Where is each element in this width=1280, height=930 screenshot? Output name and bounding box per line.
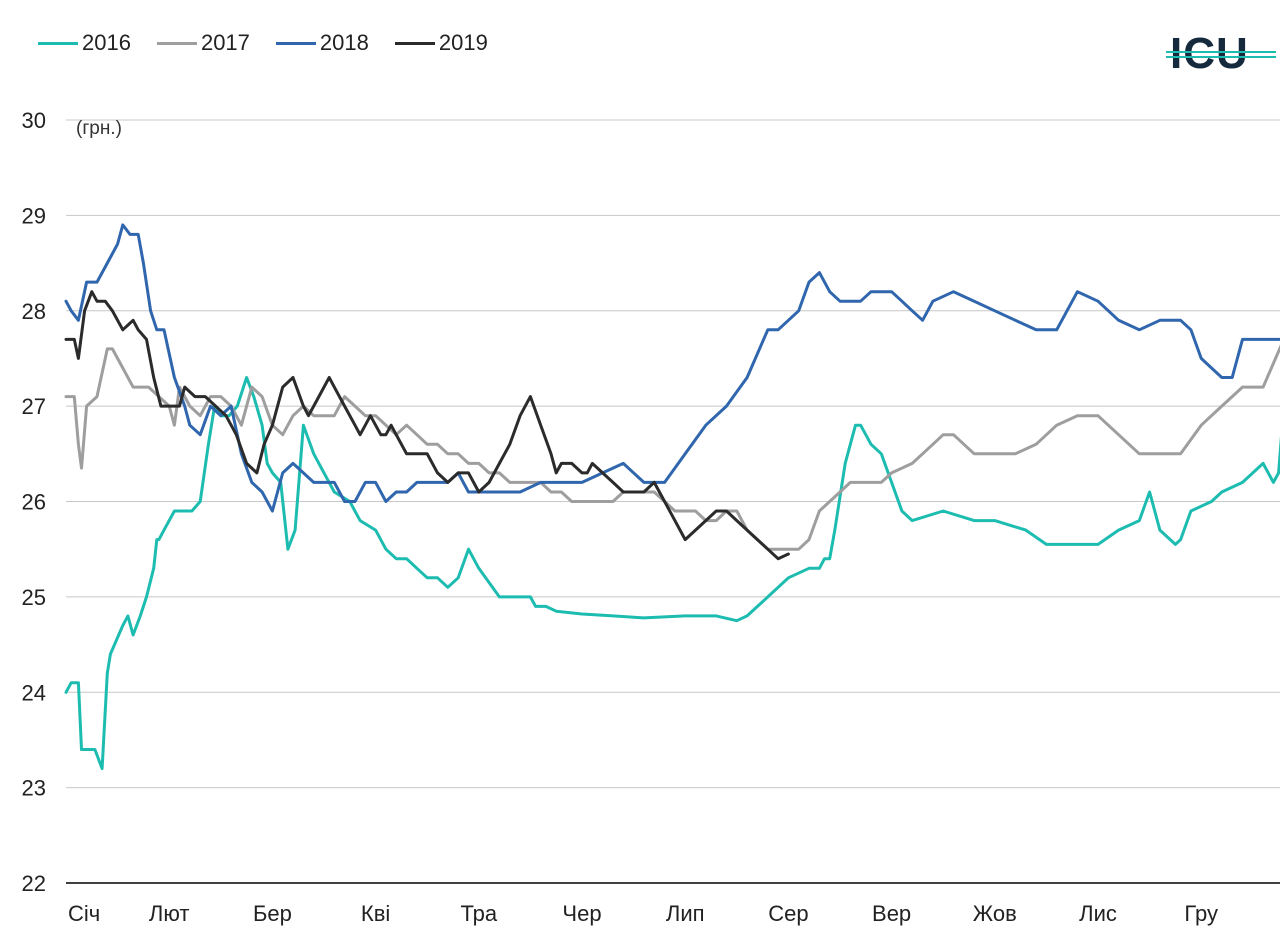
legend-swatch — [394, 41, 435, 45]
x-tick-label: Бер — [253, 901, 292, 926]
x-tick-label: Лис — [1079, 901, 1117, 926]
y-tick-label: 23 — [22, 776, 46, 801]
x-tick-label: Гру — [1184, 901, 1218, 926]
chart-legend: 2016 2017 2018 2019 — [38, 30, 514, 56]
legend-label: 2016 — [82, 30, 131, 55]
x-tick-label: Кві — [361, 901, 390, 926]
x-tick-label: Тра — [460, 901, 497, 926]
y-tick-label: 30 — [22, 108, 46, 133]
x-tick-label: Вер — [872, 901, 911, 926]
y-tick-label: 22 — [22, 871, 46, 896]
y-tick-labels: 30 29 28 27 26 25 24 23 22 — [22, 108, 46, 896]
y-tick-label: 26 — [22, 490, 46, 515]
x-tick-labels: Січ Лют Бер Кві Тра Чер Лип Сер Вер Жов Лис Гру — [68, 901, 1218, 926]
legend-item-2017: 2017 — [156, 30, 250, 56]
x-tick-label: Січ — [68, 901, 100, 926]
series-line-2019 — [64, 290, 790, 561]
legend-item-2016: 2016 — [38, 30, 131, 56]
legend-label: 2017 — [200, 30, 250, 55]
x-tick-label: Лип — [666, 901, 705, 926]
y-tick-label: 28 — [22, 299, 46, 324]
legend-label: 2018 — [319, 30, 369, 55]
y-tick-label: 29 — [22, 203, 46, 228]
legend-label: 2019 — [438, 30, 488, 55]
y-tick-label: 24 — [22, 680, 46, 705]
legend-swatch — [156, 41, 197, 45]
x-tick-label: Сер — [768, 901, 808, 926]
x-tick-label: Чер — [562, 901, 601, 926]
x-tick-label: Жов — [973, 901, 1017, 926]
y-tick-label: 25 — [22, 585, 46, 610]
y-axis-unit-label: (грн.) — [76, 118, 122, 139]
series-line-2018 — [64, 223, 1280, 513]
series-lines — [64, 223, 1280, 771]
x-tick-label: Лют — [149, 901, 190, 926]
series-line-2017 — [64, 344, 1280, 551]
legend-item-2019: 2019 — [394, 30, 488, 56]
y-tick-label: 27 — [22, 394, 46, 419]
legend-swatch — [275, 41, 316, 45]
legend-swatch — [38, 41, 78, 45]
series-line-2016 — [64, 376, 1280, 771]
legend-item-2018: 2018 — [275, 30, 369, 56]
icu-logo: ICU — [1166, 29, 1276, 78]
logo-text: ICU — [1170, 29, 1249, 78]
grid-lines — [66, 119, 1280, 884]
